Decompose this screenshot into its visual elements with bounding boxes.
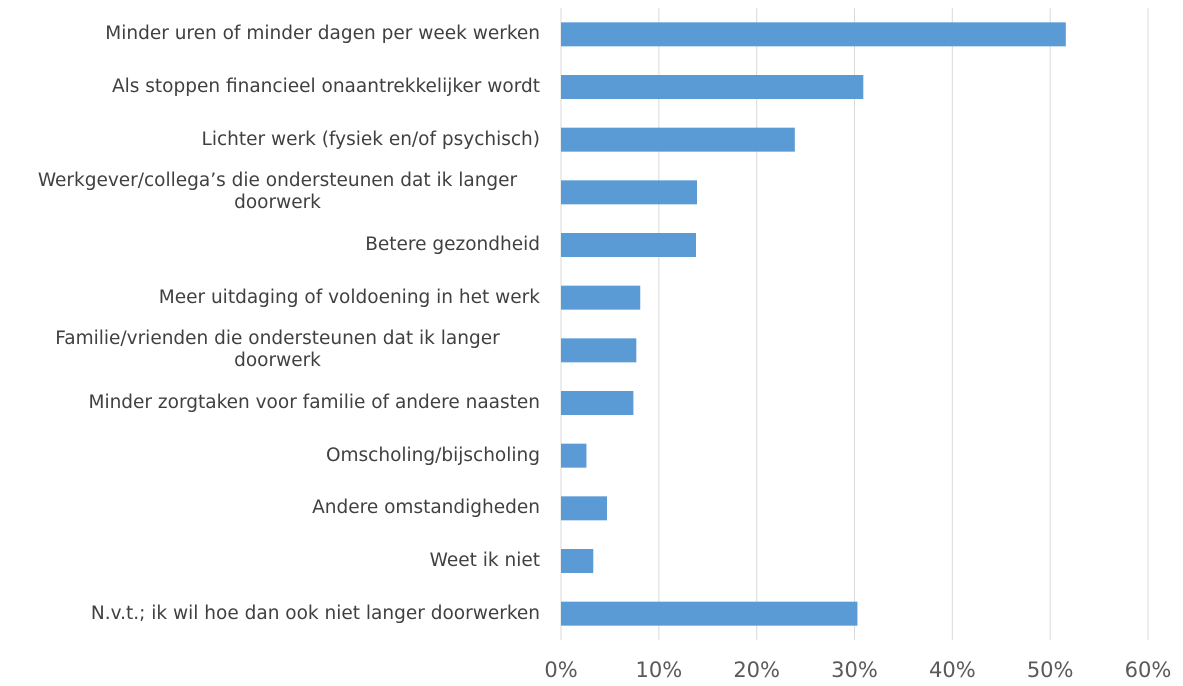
y-tick-label: Werkgever/collega’s die ondersteunen dat… <box>37 170 518 214</box>
y-tick-label: Lichter werk (fysiek en/of psychisch) <box>201 128 540 150</box>
y-tick-label: Weet ik niet <box>429 550 540 571</box>
y-tick-label: Andere omstandigheden <box>312 497 540 519</box>
x-tick-label: 10% <box>635 658 683 682</box>
x-tick-label: 0% <box>544 658 578 682</box>
bar <box>561 75 864 99</box>
y-tick-label: Minder zorgtaken voor familie of andere … <box>88 392 540 413</box>
bar <box>561 22 1066 47</box>
x-tick-label: 20% <box>733 658 780 682</box>
x-tick-label: 50% <box>1026 658 1074 682</box>
x-tick-label: 60% <box>1124 658 1172 682</box>
x-tick-label: 40% <box>928 658 976 682</box>
y-tick-label: Als stoppen financieel onaantrekkelijker… <box>111 76 540 97</box>
y-tick-label: Betere gezondheid <box>365 234 540 255</box>
bar <box>561 549 594 573</box>
bar <box>561 496 607 521</box>
bar <box>561 601 858 626</box>
bar <box>561 127 795 152</box>
y-tick-label: Omscholing/bijscholing <box>325 444 540 466</box>
x-tick-label: 30% <box>831 658 878 682</box>
y-tick-label: Minder uren of minder dagen per week wer… <box>105 23 540 45</box>
bar <box>561 443 587 468</box>
y-tick-label: Familie/vrienden die ondersteunen dat ik… <box>55 328 500 372</box>
bar <box>561 233 697 257</box>
bar <box>561 285 641 310</box>
bar <box>561 391 634 415</box>
y-tick-label: Meer uitdaging of voldoening in het werk <box>158 286 540 308</box>
bar <box>561 180 697 205</box>
y-tick-label: N.v.t.; ik wil hoe dan ook niet langer d… <box>90 602 540 624</box>
bar <box>561 338 637 363</box>
